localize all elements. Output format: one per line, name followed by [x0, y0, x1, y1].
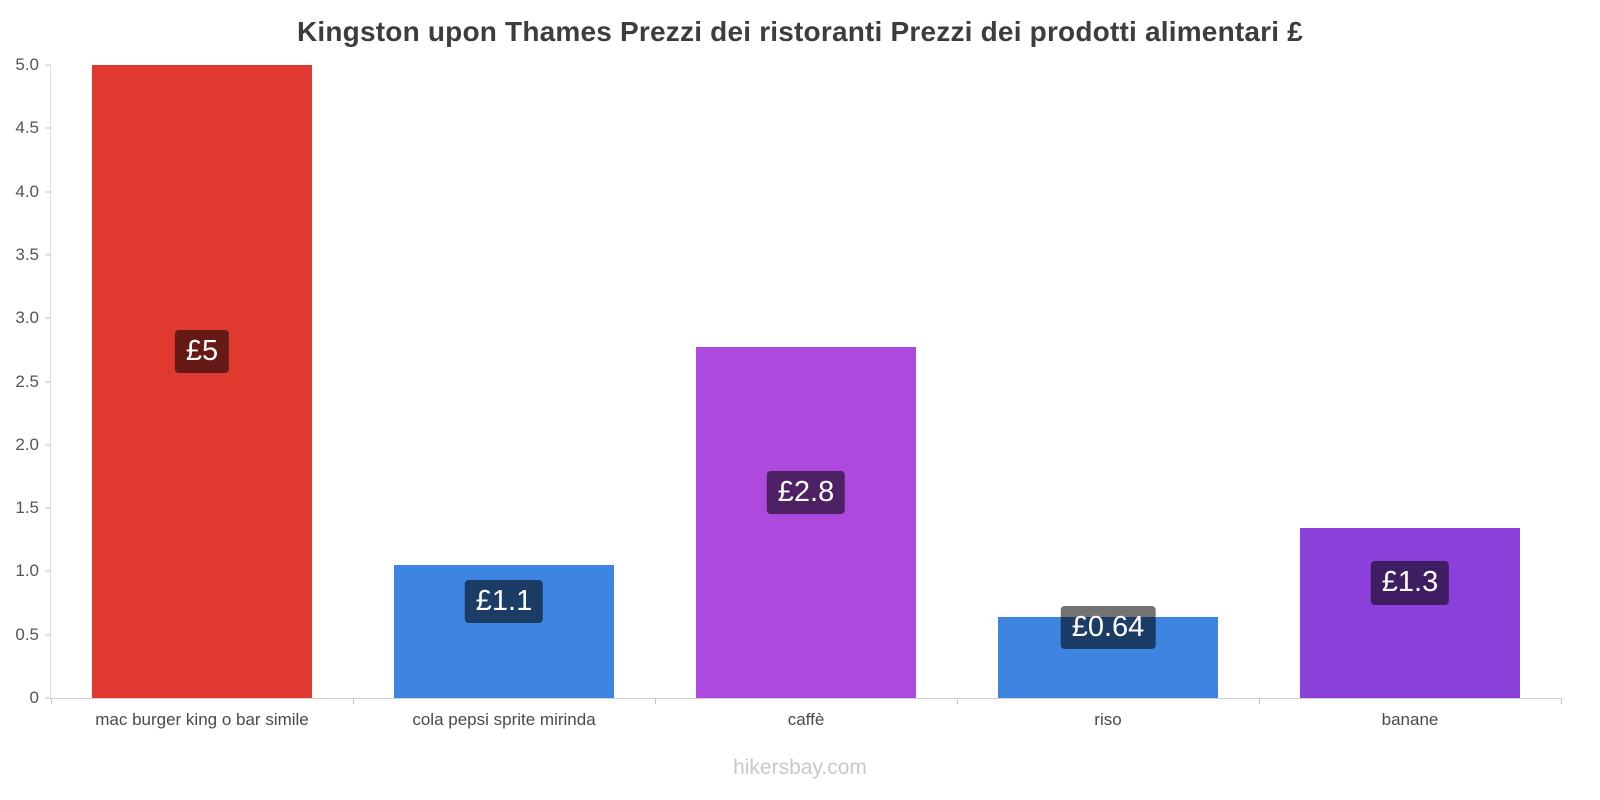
- x-axis-label: mac burger king o bar simile: [95, 710, 309, 729]
- bar-group: £5: [51, 65, 353, 698]
- x-axis-label: riso: [1094, 710, 1122, 729]
- y-tick-mark: [45, 570, 51, 572]
- bar-value-label: £0.64: [1060, 605, 1156, 650]
- y-tick-label: 1.0: [15, 561, 39, 581]
- y-axis: 0 0.5 1.0 1.5 2.0 2.5 3.0 3.5 4.0 4.5 5.0: [1, 55, 45, 707]
- y-tick-label: 2.5: [15, 371, 39, 391]
- x-axis-label: banane: [1381, 710, 1439, 729]
- y-tick-mark: [45, 64, 51, 66]
- bar-value-label: £1.1: [464, 579, 544, 624]
- y-tick-mark: [45, 381, 51, 382]
- y-tick-label: 3.5: [15, 244, 39, 264]
- bar[interactable]: £1.3: [1299, 528, 1521, 698]
- bar[interactable]: £1.1: [393, 565, 615, 698]
- bar-value-label: £5: [174, 329, 230, 374]
- bar[interactable]: £0.64: [997, 605, 1219, 698]
- x-tick-mark: [51, 698, 52, 704]
- bar-group: £2.8: [655, 65, 957, 698]
- y-tick-label: 5.0: [15, 55, 39, 74]
- y-tick-mark: [45, 697, 51, 699]
- y-tick-mark: [45, 191, 51, 193]
- x-tick-mark: [957, 698, 958, 704]
- y-tick-label: 0.5: [15, 624, 39, 644]
- y-tick-mark: [45, 254, 51, 256]
- x-tick-mark: [1561, 698, 1562, 704]
- bar-value-label: £1.3: [1370, 561, 1450, 605]
- bar-group: £1.1: [353, 65, 655, 698]
- bar[interactable]: £5: [91, 65, 313, 698]
- bar-group: £0.64: [957, 65, 1259, 698]
- y-tick-mark: [45, 317, 51, 319]
- y-tick-label: 2.0: [15, 434, 39, 454]
- bar-group: £1.3: [1259, 65, 1561, 698]
- x-axis-label: caffè: [787, 710, 825, 729]
- y-tick-label: 0: [29, 688, 39, 707]
- bars-container: £5 £1.1 £2.8 £0.64 £1.3: [51, 65, 1561, 698]
- x-tick-mark: [1259, 698, 1260, 704]
- y-tick-label: 4.5: [15, 118, 39, 138]
- y-tick-mark: [45, 634, 51, 636]
- y-tick-mark: [45, 507, 51, 509]
- y-tick-label: 3.0: [15, 308, 39, 328]
- x-labels: mac burger king o bar simile cola pepsi s…: [51, 710, 1561, 730]
- y-tick-mark: [45, 127, 51, 129]
- x-axis-label: cola pepsi sprite mirinda: [412, 710, 596, 729]
- watermark-text: hikersbay.com: [733, 756, 867, 779]
- y-tick-label: 4.0: [15, 181, 39, 201]
- bar-value-label: £2.8: [766, 470, 846, 515]
- y-tick-mark: [45, 444, 51, 446]
- x-tick-mark: [655, 698, 656, 704]
- plot-area: 0 0.5 1.0 1.5 2.0 2.5 3.0 3.5 4.0 4.5 5.0 £5 £1.1 £2…: [15, 55, 1562, 729]
- x-tick-mark: [353, 698, 354, 704]
- y-tick-label: 1.5: [15, 498, 39, 518]
- bar[interactable]: £2.8: [695, 347, 917, 698]
- chart-title: Kingston upon Thames Prezzi dei ristoran…: [296, 16, 1304, 47]
